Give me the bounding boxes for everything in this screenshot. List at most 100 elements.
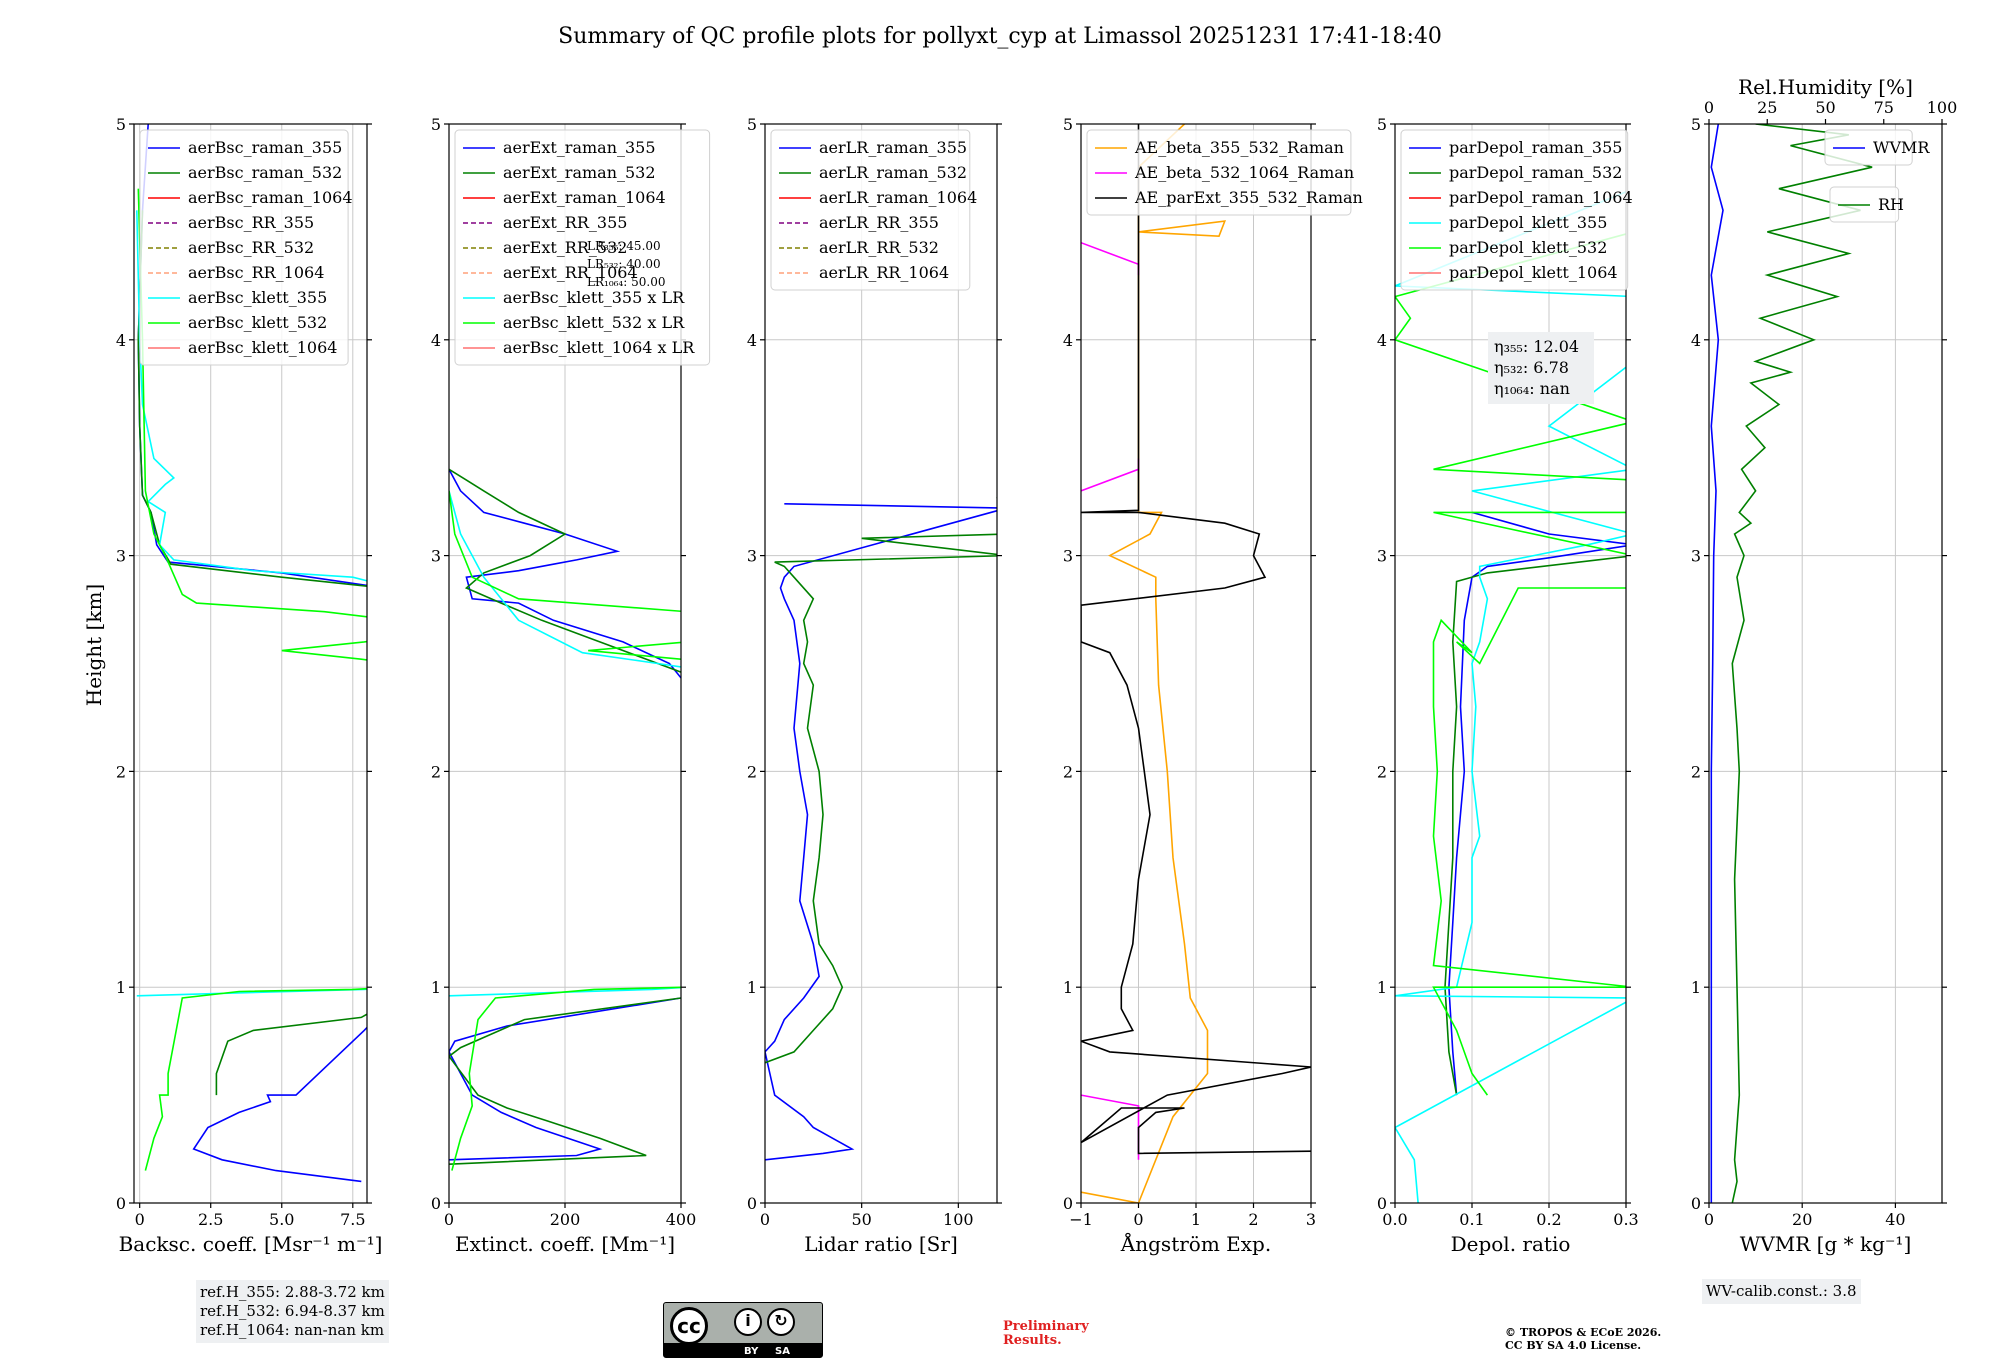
top-x-tick-label: 50 xyxy=(1815,98,1835,117)
series-group xyxy=(765,497,997,1161)
legend-label: aerBsc_raman_355 xyxy=(188,138,342,157)
legend-label: AE_parExt_355_532_Raman xyxy=(1134,188,1363,207)
legend-label: aerBsc_raman_532 xyxy=(188,163,342,182)
y-tick-label: 2 xyxy=(1691,762,1701,781)
y-tick-label: 0 xyxy=(1691,1194,1701,1213)
top-x-tick-label: 75 xyxy=(1874,98,1894,117)
y-tick-label: 4 xyxy=(1377,331,1387,350)
legend-label: WVMR xyxy=(1873,138,1930,157)
y-tick-label: 5 xyxy=(431,115,441,134)
legend-label: AE_beta_355_532_Raman xyxy=(1134,138,1344,157)
eta-value: η₁₀₆₄: nan xyxy=(1494,379,1570,398)
legend-frame xyxy=(1824,129,1913,166)
x-tick-label: 40 xyxy=(1885,1210,1905,1229)
series-aerbsc-klett-532 xyxy=(137,188,367,1171)
legend-label: aerExt_RR_532 xyxy=(503,238,627,257)
legend-label: parDepol_raman_1064 xyxy=(1449,188,1633,207)
series-aerext-raman-532 xyxy=(449,468,681,1165)
x-tick-label: 0 xyxy=(444,1210,454,1229)
plot-frame xyxy=(133,123,368,1204)
share-alike-icon: ↻ xyxy=(767,1308,795,1336)
legend-label: aerBsc_raman_1064 xyxy=(188,188,353,207)
legend-bsc: aerBsc_raman_355 aerBsc_raman_532 aerBsc_r… xyxy=(139,129,353,366)
series-pardepol-raman-532 xyxy=(1444,555,1626,1096)
top-axis-label: Rel.Humidity [%] xyxy=(1738,75,1913,99)
series-rh xyxy=(1731,124,1873,1203)
series-group xyxy=(1081,124,1311,1203)
ref-height-1064: ref.H_1064: nan-nan km xyxy=(200,1321,385,1339)
panel-bsc: 0 2.5 5.0 7.5 Backsc. coeff. [Msr⁻¹ m⁻¹] 0 1 2 3… xyxy=(116,115,383,1256)
legend-frame xyxy=(770,129,971,291)
y-axis-label: Height [km] xyxy=(82,584,106,706)
lr-note: LR₁₀₆₄: 50.00 xyxy=(587,275,665,289)
legend-frame xyxy=(454,129,711,366)
ref-heights-box: ref.H_355: 2.88-3.72 km ref.H_532: 6.94-… xyxy=(196,1280,389,1343)
x-tick-label: 0.0 xyxy=(1382,1210,1407,1229)
legend-wvmr: WVMR xyxy=(1824,129,1930,166)
preliminary-note: Preliminary Results. xyxy=(1003,1319,1089,1348)
license-line: CC BY SA 4.0 License. xyxy=(1505,1339,1642,1352)
y-tick-label: 0 xyxy=(1063,1194,1073,1213)
y-tick-label: 4 xyxy=(431,331,441,350)
y-tick-label: 4 xyxy=(116,331,126,350)
legend-label: aerBsc_klett_355 x LR xyxy=(503,288,685,307)
y-tick-label: 5 xyxy=(1377,115,1387,134)
y-tick-label: 1 xyxy=(747,978,757,997)
y-tick-label: 3 xyxy=(1063,547,1073,566)
legend-frame xyxy=(1086,129,1352,216)
legend-label: aerBsc_klett_532 xyxy=(188,313,327,332)
legend-label: aerLR_raman_532 xyxy=(819,163,967,182)
legend-label: aerBsc_klett_1064 xyxy=(188,338,337,357)
eta-value: η₃₅₅: 12.04 xyxy=(1494,337,1579,356)
x-axis-label: WVMR [g * kg⁻¹] xyxy=(1740,1232,1912,1256)
y-tick-label: 4 xyxy=(1063,331,1073,350)
legend-label: aerLR_RR_1064 xyxy=(819,263,949,282)
legend-label: parDepol_klett_532 xyxy=(1449,238,1607,257)
y-tick-label: 3 xyxy=(116,547,126,566)
y-tick-label: 2 xyxy=(1063,762,1073,781)
y-tick-label: 5 xyxy=(1063,115,1073,134)
legend-ext: aerExt_raman_355 aerExt_raman_532 aerExt_r… xyxy=(454,129,711,366)
series-aerext-raman-355 xyxy=(449,468,681,1161)
y-tick-label: 2 xyxy=(1377,762,1387,781)
badge-sa-text: SA xyxy=(775,1346,790,1357)
y-tick-label: 4 xyxy=(1691,331,1701,350)
y-tick-label: 2 xyxy=(431,762,441,781)
legend-label: parDepol_klett_1064 xyxy=(1449,263,1618,282)
series-aerlr-raman-532 xyxy=(765,497,997,1064)
legend-label: aerLR_RR_532 xyxy=(819,238,939,257)
series-wvmr xyxy=(1710,124,1724,1203)
y-tick-label: 5 xyxy=(116,115,126,134)
legend-label: aerBsc_RR_355 xyxy=(188,213,314,232)
y-tick-label: 5 xyxy=(747,115,757,134)
badge-by-text: BY xyxy=(744,1346,759,1357)
x-tick-label: 0.1 xyxy=(1459,1210,1484,1229)
plot-frame xyxy=(1394,123,1627,1204)
legend-frame xyxy=(1400,129,1629,291)
x-tick-label: −1 xyxy=(1069,1210,1093,1229)
badge-strip xyxy=(664,1343,822,1357)
legend-frame xyxy=(139,129,349,366)
x-tick-label: 3 xyxy=(1306,1210,1316,1229)
x-tick-label: 0 xyxy=(135,1210,145,1229)
series-group xyxy=(1710,124,1873,1203)
x-tick-label: 0 xyxy=(760,1210,770,1229)
plot-frame xyxy=(1708,123,1943,1204)
copyright-line: © TROPOS & ECoE 2026. xyxy=(1505,1326,1662,1339)
x-tick-label: 0 xyxy=(1704,1210,1714,1229)
series-aerbsc-klett-355-x-lr xyxy=(449,490,681,997)
x-tick-label: 7.5 xyxy=(340,1210,365,1229)
legend-label: aerExt_RR_355 xyxy=(503,213,627,232)
series-aerbsc-klett-355 xyxy=(136,210,367,997)
y-tick-label: 0 xyxy=(116,1194,126,1213)
cc-by-sa-badge: cc i ↻ BY SA xyxy=(663,1302,823,1358)
lr-note: LR₃₅₅: 45.00 xyxy=(587,239,661,253)
legend-label: aerBsc_klett_1064 x LR xyxy=(503,338,695,357)
eta-value: η₅₃₂: 6.78 xyxy=(1494,358,1569,377)
y-tick-label: 1 xyxy=(116,978,126,997)
plot-frame xyxy=(764,123,998,1204)
legend-label: aerExt_raman_1064 xyxy=(503,188,666,207)
y-tick-label: 2 xyxy=(747,762,757,781)
